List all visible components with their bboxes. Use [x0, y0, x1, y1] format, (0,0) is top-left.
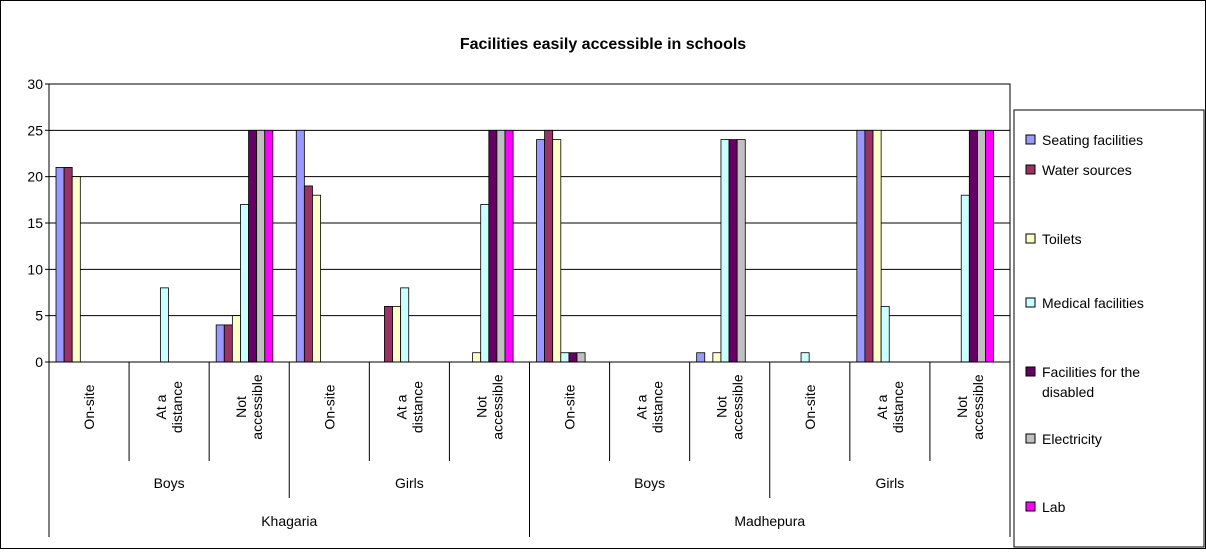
bar [159, 287, 169, 363]
bar [536, 139, 546, 363]
bar [480, 204, 490, 363]
legend-label: Electricity [1042, 431, 1102, 447]
district-label: Khagaria [261, 513, 317, 529]
legend-label: Toilets [1042, 231, 1082, 247]
category-label: On-site [81, 384, 97, 429]
bar [856, 129, 866, 363]
legend-swatch [1025, 366, 1036, 377]
bar [576, 352, 586, 363]
bar [800, 352, 810, 363]
bar [264, 129, 274, 363]
bar [384, 305, 393, 363]
gender-label: Boys [154, 475, 185, 491]
bar [231, 315, 241, 363]
category-label: On-site [321, 384, 337, 429]
category-label: Not [473, 396, 489, 418]
category-label: accessible [489, 374, 505, 440]
category-label: accessible [970, 374, 986, 440]
category-label: distance [650, 381, 666, 433]
legend-label: Seating facilities [1042, 132, 1143, 148]
y-tick-label: 15 [27, 215, 43, 231]
y-tick-label: 20 [27, 169, 43, 185]
bar [504, 129, 514, 363]
bar [968, 129, 978, 363]
legend-label: Facilities for the [1042, 364, 1140, 380]
legend-label: Water sources [1042, 162, 1132, 178]
legend-swatch [1025, 501, 1036, 512]
bar [696, 352, 706, 363]
bar [248, 129, 258, 363]
y-tick-label: 10 [27, 261, 43, 277]
axes [48, 83, 1011, 537]
legend-box [1013, 109, 1205, 548]
bar [392, 305, 402, 363]
y-tick-label: 30 [27, 76, 43, 92]
bar [71, 176, 81, 363]
legend-swatch [1025, 233, 1036, 244]
bar [864, 129, 874, 363]
bar [303, 185, 313, 363]
district-label: Madhepura [734, 513, 805, 529]
category-label: Not [714, 396, 730, 418]
legend-label: Lab [1042, 499, 1066, 515]
bar [872, 129, 882, 363]
category-label: At a [393, 394, 409, 419]
gender-label: Girls [875, 475, 904, 491]
category-label: At a [874, 394, 890, 419]
category-label: Not [233, 396, 249, 418]
category-label: At a [634, 394, 650, 419]
bar [552, 139, 562, 363]
bar [295, 129, 305, 363]
gender-label: Boys [634, 475, 665, 491]
bar [400, 287, 410, 363]
bar [55, 166, 65, 363]
chart-title: Facilities easily accessible in schools [460, 36, 746, 53]
bar [496, 129, 506, 363]
category-label: accessible [249, 374, 265, 440]
bar [223, 324, 233, 363]
category-label: accessible [730, 374, 746, 440]
bar [544, 129, 554, 363]
bar [215, 324, 225, 363]
bar [720, 139, 730, 363]
y-tick-label: 5 [35, 308, 43, 324]
bar [560, 352, 570, 363]
bar [736, 139, 746, 363]
bar [256, 129, 266, 363]
x-axis-labels: On-site At a distance Not accessible On-site A… [81, 374, 986, 529]
legend-label: disabled [1042, 384, 1094, 400]
category-label: On-site [802, 384, 818, 429]
bar-series [55, 129, 995, 363]
bar [977, 129, 986, 363]
category-label: distance [409, 381, 425, 433]
bar [728, 139, 738, 363]
legend-label: Medical facilities [1042, 295, 1144, 311]
bar [985, 129, 995, 363]
bar [880, 305, 890, 363]
bar [472, 352, 482, 363]
legend: Seating facilities Water sources Toilets Me… [1013, 109, 1205, 548]
category-label: distance [169, 381, 185, 433]
gender-label: Girls [395, 475, 424, 491]
category-label: On-site [562, 384, 578, 429]
bar [712, 352, 722, 363]
legend-swatch [1025, 134, 1036, 145]
category-label: At a [153, 394, 169, 419]
category-label: distance [890, 381, 906, 433]
y-axis-ticks: 0 5 10 15 20 25 30 [27, 76, 49, 370]
category-label: Not [954, 396, 970, 418]
bar [312, 194, 321, 363]
bar [960, 194, 970, 363]
legend-swatch [1025, 433, 1036, 444]
bar [240, 204, 249, 363]
legend-swatch [1025, 297, 1036, 308]
bar [568, 352, 578, 363]
bar [63, 166, 73, 363]
y-tick-label: 0 [35, 354, 43, 370]
y-tick-label: 25 [27, 122, 43, 138]
bar [488, 129, 498, 363]
legend-swatch [1025, 164, 1036, 175]
